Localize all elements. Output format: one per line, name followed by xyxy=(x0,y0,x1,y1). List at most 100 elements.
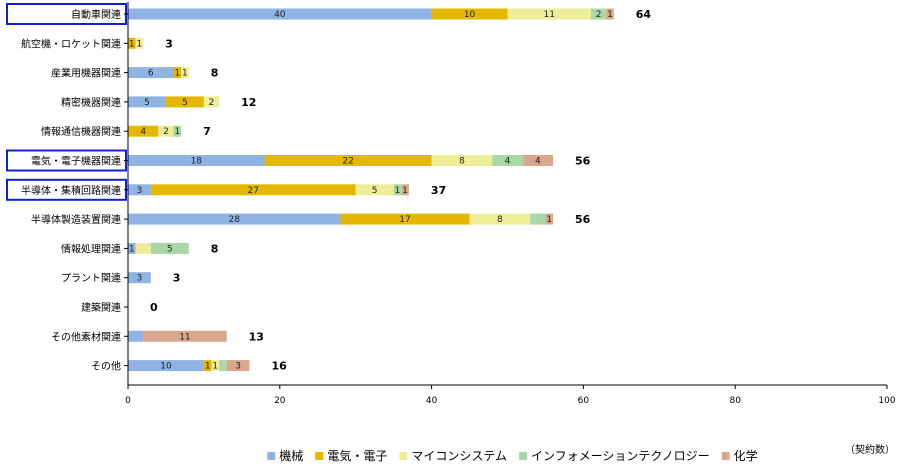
bar-segment xyxy=(545,213,554,225)
category-label: プラント関連 xyxy=(61,272,121,285)
total-label: 16 xyxy=(271,360,287,373)
bar-segment xyxy=(143,330,227,342)
total-label: 3 xyxy=(165,37,173,50)
bar-segment xyxy=(530,213,546,225)
legend-label: インフォメーションテクノロジー xyxy=(531,449,710,463)
category-label: 半導体製造装置関連 xyxy=(31,213,121,226)
category-label: その他 xyxy=(91,360,121,373)
x-tick-label: 60 xyxy=(578,396,590,406)
bar-segment xyxy=(128,37,136,49)
category-label: 産業用機器関連 xyxy=(51,67,121,80)
bar-segment xyxy=(522,155,554,166)
total-label: 0 xyxy=(150,301,158,314)
segment-label: 1 xyxy=(182,69,188,79)
category-label: 航空機・ロケット関連 xyxy=(21,37,121,50)
bar-segment xyxy=(355,184,394,196)
segment-label: 1 xyxy=(137,39,143,49)
segment-label: 8 xyxy=(497,215,503,225)
bar-segment xyxy=(128,155,265,166)
bar-segment xyxy=(150,184,356,196)
segment-label: 3 xyxy=(137,274,143,284)
x-tick-label: 80 xyxy=(729,396,741,406)
category-label: 電気・電子機器関連 xyxy=(31,155,121,168)
segment-label: 22 xyxy=(342,157,353,167)
legend-swatch xyxy=(267,452,276,460)
bar-segment xyxy=(264,155,432,166)
bar-segment xyxy=(469,213,531,225)
segment-label: 10 xyxy=(464,10,476,20)
bar-segment xyxy=(431,155,493,166)
bar-segment xyxy=(401,184,409,196)
segment-label: 11 xyxy=(544,10,555,20)
segment-label: 5 xyxy=(372,186,378,196)
x-tick-label: 100 xyxy=(878,396,895,406)
bar-segment xyxy=(128,213,341,225)
x-tick-label: 40 xyxy=(426,396,438,406)
unit-label: （契約数） xyxy=(845,443,895,456)
x-tick-label: 20 xyxy=(274,396,286,406)
segment-label: 1 xyxy=(402,186,408,196)
segment-label: 1 xyxy=(174,69,180,79)
bar-segment xyxy=(135,37,144,49)
legend-swatch xyxy=(315,452,324,460)
segment-label: 18 xyxy=(191,157,203,167)
total-label: 8 xyxy=(211,242,219,255)
segment-label: 1 xyxy=(129,244,135,254)
bar-segment xyxy=(507,8,591,20)
bar-segment xyxy=(203,96,220,108)
segment-label: 2 xyxy=(596,10,602,20)
segment-label: 17 xyxy=(399,215,410,225)
legend-label: 機械 xyxy=(279,448,303,463)
legend: 機械 電気・電子 マイコンシステム インフォメーションテクノロジー 化学 （契約数） xyxy=(267,443,895,463)
bar-segment xyxy=(181,67,189,79)
bar-segment xyxy=(393,184,402,196)
segment-label: 6 xyxy=(148,69,154,79)
x-tick-label: 0 xyxy=(125,396,131,406)
total-label: 37 xyxy=(431,184,446,197)
bar-segment xyxy=(431,8,508,20)
bar-segment xyxy=(590,8,607,20)
total-label: 56 xyxy=(575,155,591,168)
category-label: その他素材関連 xyxy=(51,330,121,343)
bar-segment xyxy=(128,8,432,20)
segment-label: 3 xyxy=(235,362,241,372)
bar-segment xyxy=(128,330,144,342)
total-label: 12 xyxy=(241,96,256,109)
segment-label: 1 xyxy=(607,10,613,20)
category-labels: 自動車関連航空機・ロケット関連産業用機器関連精密機器関連情報通信機器関連電気・電… xyxy=(21,8,121,373)
segment-label: 5 xyxy=(182,98,188,108)
bar-segment xyxy=(158,125,174,137)
bar-segment xyxy=(226,360,250,372)
bar-segment xyxy=(173,125,182,137)
legend-label: 電気・電子 xyxy=(327,448,387,463)
legend-label: 化学 xyxy=(734,448,758,463)
segment-label: 40 xyxy=(274,10,286,20)
category-label: 自動車関連 xyxy=(71,8,121,21)
segment-label: 28 xyxy=(229,215,241,225)
segment-label: 1 xyxy=(395,186,401,196)
legend-swatch xyxy=(721,452,730,460)
bar-segment xyxy=(128,242,136,254)
segment-label: 4 xyxy=(140,127,146,137)
bar-segment xyxy=(128,67,174,79)
legend-label: マイコンシステム xyxy=(411,449,507,463)
category-label: 情報処理関連 xyxy=(61,242,121,255)
bar-segment xyxy=(203,360,212,372)
segment-label: 3 xyxy=(137,186,143,196)
segment-label: 8 xyxy=(459,157,465,167)
total-label: 13 xyxy=(249,330,264,343)
segment-label: 1 xyxy=(129,39,135,49)
bar-segment xyxy=(128,125,159,137)
segment-label: 1 xyxy=(212,362,218,372)
bar-segment xyxy=(128,184,151,196)
legend-swatch xyxy=(399,452,408,460)
bar-segment xyxy=(340,213,470,225)
bar-segment xyxy=(128,272,151,284)
category-label: 情報通信機器関連 xyxy=(41,125,121,138)
segment-label: 2 xyxy=(163,127,169,137)
segment-label: 2 xyxy=(209,98,215,108)
bar-segment xyxy=(128,360,204,372)
category-label: 半導体・集積回路関連 xyxy=(21,184,121,197)
